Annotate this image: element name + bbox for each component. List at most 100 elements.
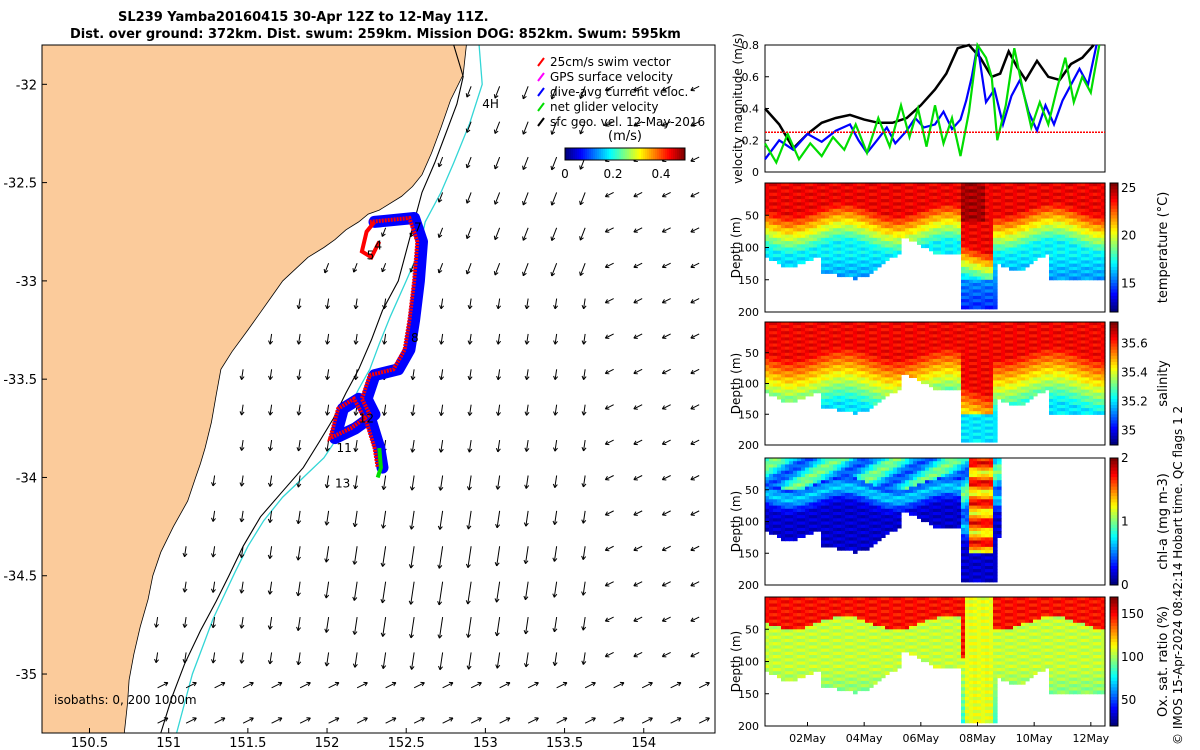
section-cell: [801, 244, 806, 249]
section-cell: [1069, 253, 1074, 258]
section-cell: [853, 237, 858, 242]
track-swim-vector: [327, 215, 420, 468]
section-cell: [797, 189, 802, 194]
section-cell: [973, 302, 978, 307]
section-cell: [877, 224, 882, 229]
section-cell: [789, 398, 794, 403]
section-cell: [969, 263, 974, 268]
velocity-arrow: [269, 581, 273, 595]
velocity-arrowhead: [439, 375, 444, 381]
section-colorbar-tick-label: 25: [1121, 181, 1136, 195]
section-cell: [885, 247, 890, 252]
section-cell: [829, 221, 834, 226]
velocity-arrow: [633, 85, 643, 91]
section-cell: [937, 192, 942, 197]
velocity-arrowhead: [633, 652, 638, 658]
velocity-arrowhead: [581, 340, 587, 345]
section-cell: [977, 237, 982, 242]
velocity-arrowhead: [661, 617, 667, 622]
section-cell: [849, 253, 854, 258]
section-cell: [941, 195, 946, 200]
section-cell: [881, 199, 886, 203]
section-cell: [897, 205, 902, 210]
section-cell: [881, 218, 886, 223]
velocity-arrowhead: [661, 369, 667, 375]
section-cell: [1029, 202, 1034, 207]
velocity-arrowhead: [494, 562, 500, 567]
section-cell: [889, 205, 894, 210]
section-cell: [941, 237, 946, 242]
velocity-arrow: [469, 333, 472, 345]
section-colorbar-swatch: [1110, 205, 1118, 210]
section-cell: [801, 183, 806, 187]
section-cell: [933, 215, 938, 220]
section-cell: [861, 202, 866, 207]
section-cell: [897, 186, 902, 190]
section-cell: [973, 292, 978, 297]
velocity-arrowhead: [437, 233, 443, 238]
velocity-arrowhead: [438, 665, 443, 671]
velocity-arrow: [499, 682, 511, 689]
section-cell: [817, 389, 822, 394]
section-cell: [869, 241, 874, 245]
section-cell: [937, 228, 942, 232]
colorbar-swatch: [627, 148, 630, 160]
section-cell: [957, 250, 962, 255]
section-cell: [869, 257, 874, 261]
colorbar-swatch: [681, 148, 684, 160]
section-cell: [905, 231, 910, 236]
section-cell: [793, 215, 798, 220]
section-cell: [869, 218, 874, 223]
velocity-arrow: [556, 682, 568, 689]
section-cell: [897, 241, 902, 245]
section-cell: [881, 257, 886, 261]
velocity-arrowhead: [420, 681, 425, 687]
section-cell: [993, 305, 998, 310]
section-cell: [885, 228, 890, 232]
section-cell: [833, 189, 838, 194]
velocity-arrow: [662, 651, 671, 658]
velocity-arrow: [522, 263, 529, 276]
section-cell: [857, 270, 862, 274]
section-cell: [917, 199, 922, 203]
velocity-arrow: [383, 404, 387, 416]
section-cell: [877, 189, 882, 194]
section-cell: [773, 244, 778, 249]
colorbar-swatch: [573, 148, 576, 160]
section-cell: [1021, 189, 1026, 194]
section-cell: [877, 218, 882, 223]
section-cell: [837, 224, 842, 229]
section-cell: [797, 212, 802, 216]
section-cell: [841, 253, 846, 258]
velocity-arrow: [467, 581, 472, 605]
section-cell: [937, 195, 942, 200]
track-loop-north: [359, 220, 382, 261]
section-cell: [913, 224, 918, 229]
section-cell: [909, 218, 914, 223]
section-cell: [1045, 386, 1050, 391]
section-cell: [825, 199, 830, 203]
section-cell: [909, 186, 914, 190]
velocity-series-line: [764, 43, 1095, 151]
section-cell: [805, 215, 810, 220]
section-cell: [785, 205, 790, 210]
section-cell: [873, 183, 878, 187]
section-cell: [801, 186, 806, 190]
section-cell: [1077, 253, 1082, 258]
section-cell: [813, 199, 818, 203]
section-cell: [1089, 263, 1094, 268]
section-cell: [765, 228, 770, 232]
section-cell: [989, 212, 994, 216]
section-cell: [1037, 189, 1042, 194]
velocity-arrowhead: [493, 129, 499, 134]
section-cell: [849, 247, 854, 252]
section-cell: [909, 231, 914, 236]
colorbar-swatch: [623, 148, 626, 160]
section-cell: [937, 186, 942, 190]
section-cell: [849, 186, 854, 190]
velocity-arrow: [328, 682, 340, 689]
section-cell: [809, 205, 814, 210]
velocity-arrowhead: [437, 601, 443, 606]
velocity-arrowhead: [524, 484, 530, 489]
section-cell: [777, 231, 782, 236]
